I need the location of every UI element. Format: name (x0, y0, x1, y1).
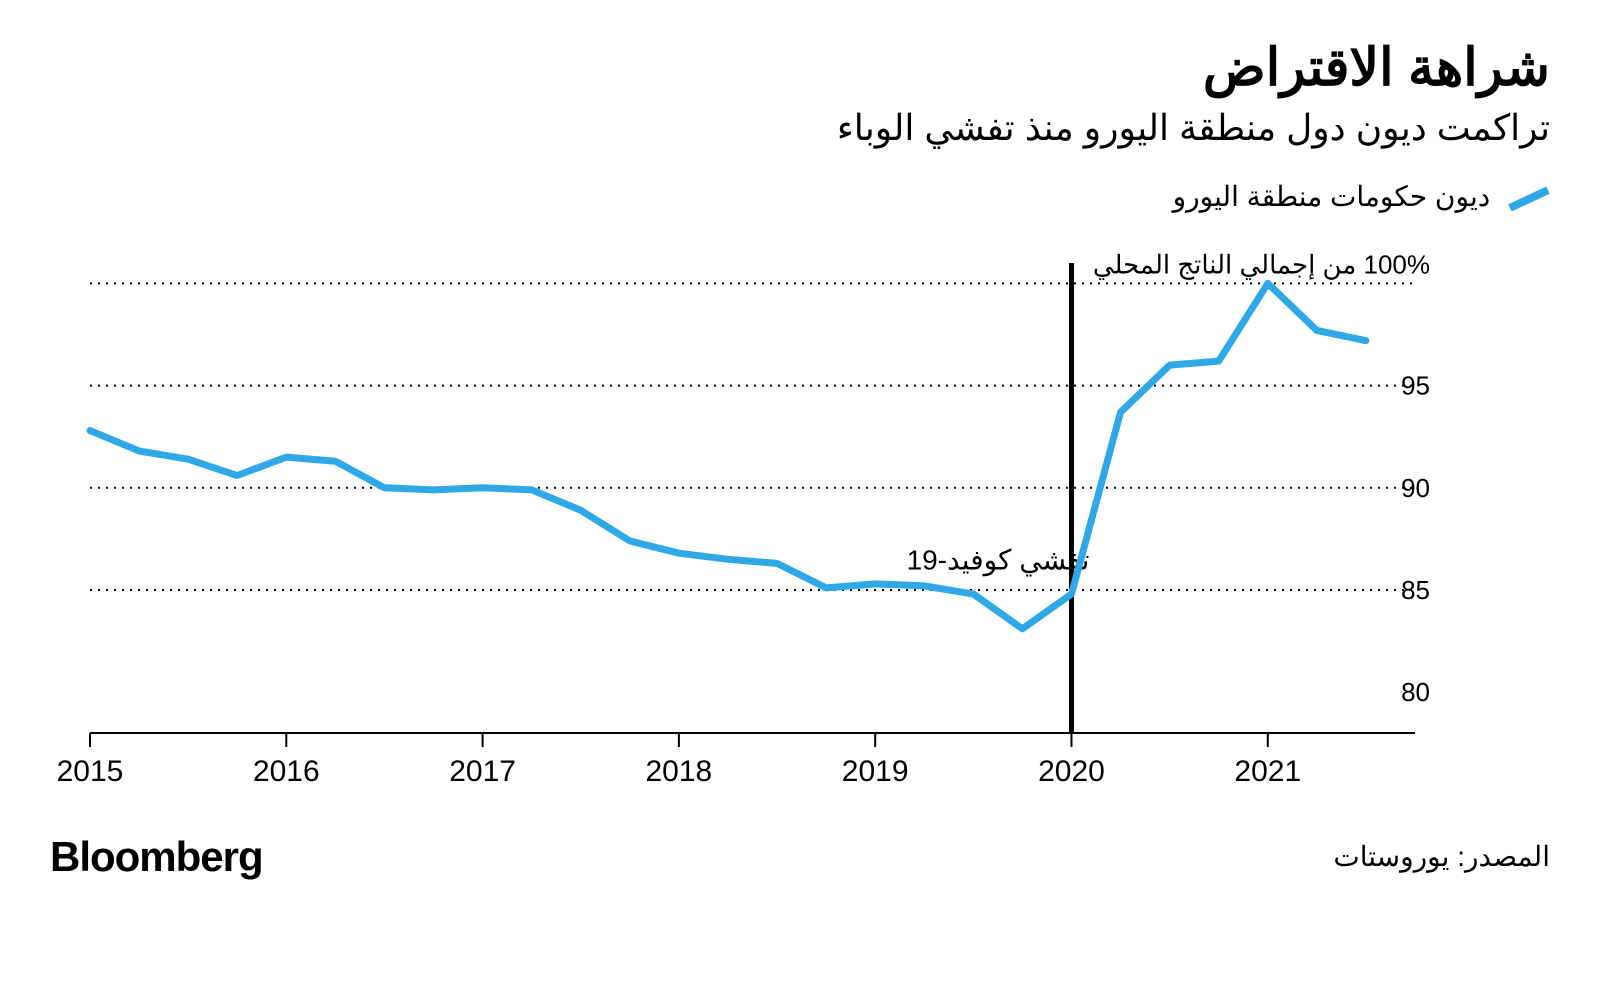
legend-swatch (1508, 186, 1549, 211)
footer: Bloomberg المصدر: يوروستات (50, 833, 1550, 881)
chart-subtitle: تراكمت ديون دول منطقة اليورو منذ تفشي ال… (50, 105, 1550, 152)
chart-title: شراهة الاقتراض (50, 40, 1550, 97)
y-tick-label: 90 (1401, 473, 1430, 503)
y-tick-label: 80 (1401, 677, 1430, 707)
x-tick-label: 2021 (1234, 755, 1301, 788)
y-tick-label: 100% من إجمالي الناتج المحلي (1093, 249, 1430, 280)
legend: ديون حكومات منطقة اليورو (50, 180, 1550, 213)
legend-label: ديون حكومات منطقة اليورو (1173, 181, 1491, 212)
x-tick-label: 2016 (253, 755, 320, 788)
brand-logo: Bloomberg (50, 833, 263, 881)
x-tick-label: 2020 (1038, 755, 1105, 788)
chart-plot: 2015 2016 2017 2018 2019 2020 2021 80 85 90 95 100%… (50, 223, 1550, 803)
x-tick-label: 2015 (57, 755, 124, 788)
annotation-label: تفشي كوفيد-19 (907, 545, 1090, 577)
chart-container: شراهة الاقتراض تراكمت ديون دول منطقة الي… (0, 0, 1600, 985)
x-tick-label: 2018 (646, 755, 713, 788)
y-tick-label: 95 (1401, 371, 1430, 401)
chart-svg: 2015 2016 2017 2018 2019 2020 2021 80 85 90 95 100%… (50, 223, 1550, 803)
data-line (90, 283, 1366, 628)
source-label: المصدر: يوروستات (1333, 840, 1550, 873)
y-tick-label: 85 (1401, 575, 1430, 605)
x-tick-label: 2019 (842, 755, 909, 788)
x-tick-label: 2017 (449, 755, 516, 788)
